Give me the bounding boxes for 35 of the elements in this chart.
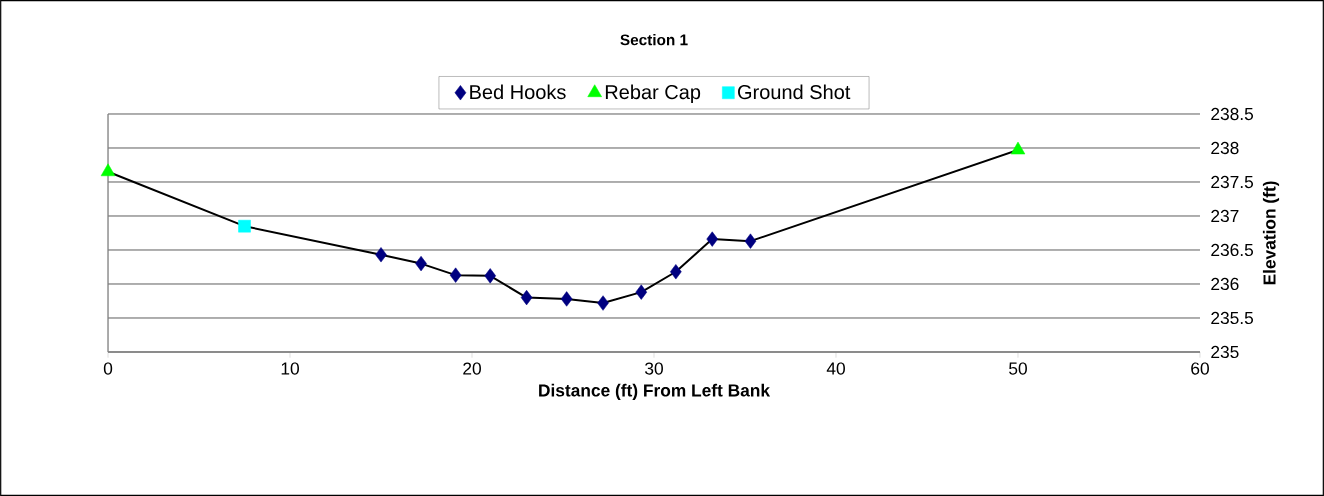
x-tick-label: 10	[281, 362, 299, 375]
y-tick-label: 238.5	[1211, 107, 1254, 121]
point	[415, 255, 427, 272]
x-tick-label: 60	[1191, 362, 1209, 375]
point	[484, 268, 496, 284]
point	[635, 284, 648, 300]
x-tick-label: 50	[1009, 362, 1027, 375]
y-tick-label: 235.5	[1211, 311, 1254, 325]
point	[706, 231, 719, 247]
point	[449, 267, 462, 283]
point	[520, 289, 533, 306]
point	[1010, 141, 1026, 155]
legend-label: Bed Hooks	[470, 84, 566, 100]
x-tick-label: 20	[463, 362, 481, 375]
point	[238, 219, 251, 233]
y-tick-label: 236	[1211, 277, 1239, 291]
y-axis-title: Elevation (ft)	[1262, 181, 1280, 285]
point	[100, 163, 116, 177]
y-tick-label: 237.5	[1211, 175, 1254, 189]
point	[375, 247, 387, 263]
x-tick-label: 30	[645, 362, 663, 375]
x-tick-label: 40	[826, 362, 845, 375]
x-tick-label: 0	[103, 362, 113, 375]
point	[560, 291, 573, 307]
legend-label: Rebar Cap	[605, 84, 701, 104]
point	[744, 233, 757, 249]
y-tick-label: 238	[1211, 141, 1239, 155]
chart-title: Section 1	[620, 34, 688, 46]
y-tick-label: 235	[1211, 345, 1239, 359]
y-tick-label: 237	[1211, 209, 1239, 223]
point	[670, 264, 682, 280]
legend-label: Ground Shot	[738, 84, 851, 100]
y-tick-label: 236.5	[1211, 243, 1254, 257]
x-axis-title: Distance (ft) From Left Bank	[539, 383, 771, 400]
point	[597, 295, 609, 311]
